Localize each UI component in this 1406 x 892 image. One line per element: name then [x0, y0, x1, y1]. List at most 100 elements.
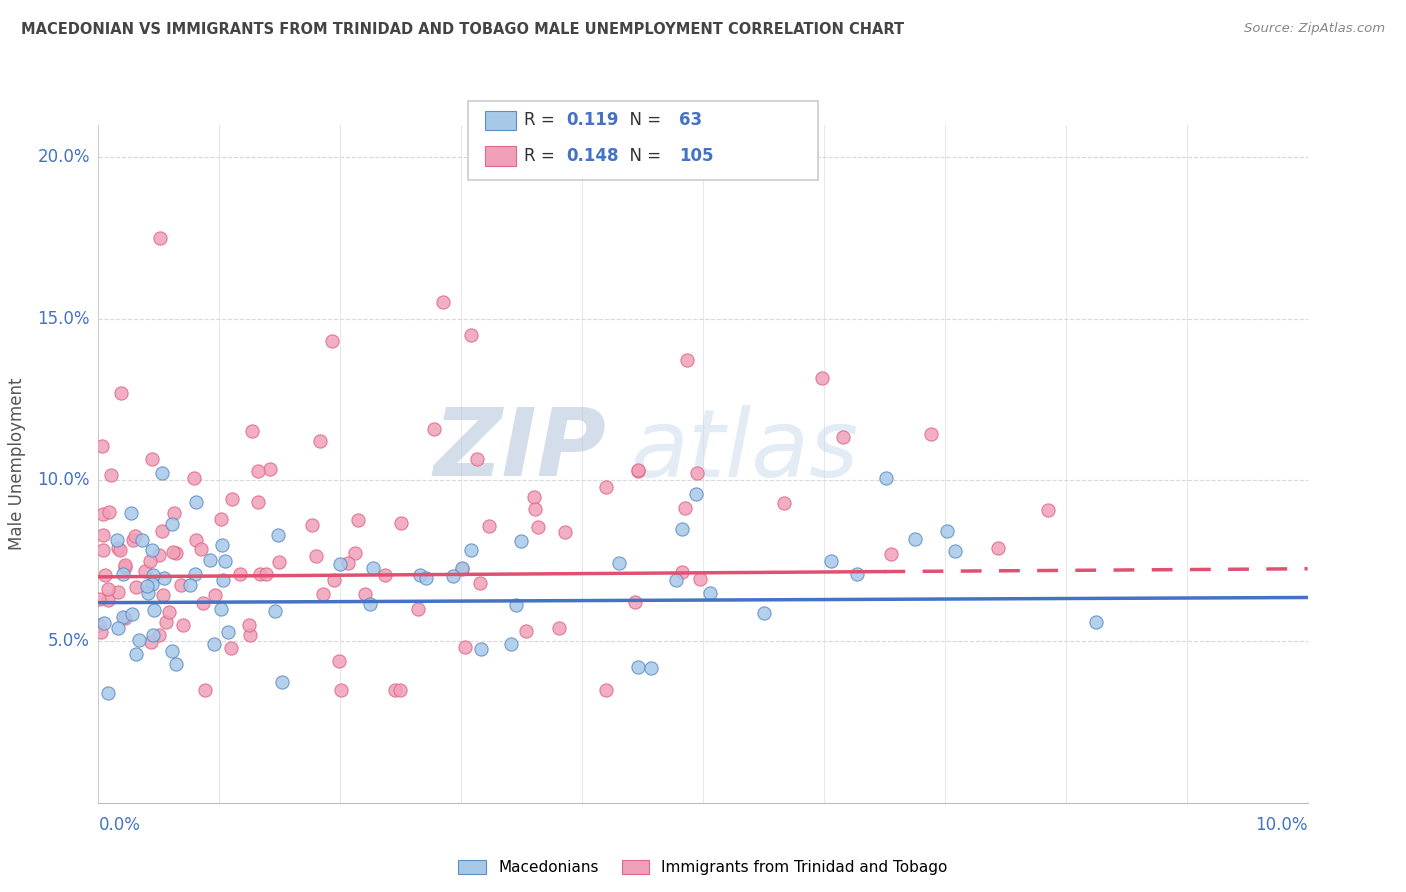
Point — [114, 558, 136, 573]
Point — [478, 519, 501, 533]
Text: R =: R = — [524, 147, 561, 165]
Point — [90, 439, 112, 453]
Point — [149, 231, 172, 245]
Point — [465, 451, 488, 466]
Point — [107, 541, 129, 555]
Point — [190, 542, 212, 557]
Point — [165, 657, 187, 672]
Point — [423, 422, 446, 436]
Point — [554, 524, 576, 539]
Point — [209, 511, 232, 525]
Point — [527, 520, 550, 534]
Point — [120, 506, 142, 520]
Point — [374, 568, 396, 582]
Point — [389, 516, 412, 530]
Point — [460, 327, 482, 342]
Point — [920, 427, 942, 442]
Point — [194, 682, 217, 697]
Text: N =: N = — [619, 147, 666, 165]
Point — [143, 602, 166, 616]
Point — [685, 487, 707, 501]
Point — [270, 675, 292, 690]
Point — [165, 546, 187, 560]
Point — [384, 682, 406, 697]
Point — [607, 557, 630, 571]
Point — [247, 464, 270, 478]
Point — [1085, 615, 1108, 629]
Point — [153, 571, 176, 585]
Point — [361, 561, 384, 575]
Point — [97, 686, 120, 700]
Point — [505, 599, 527, 613]
Point — [124, 529, 146, 543]
Point — [752, 606, 775, 620]
Point — [152, 588, 174, 602]
Point — [97, 593, 120, 607]
Point — [160, 644, 183, 658]
Point — [406, 602, 429, 616]
Point — [432, 295, 454, 310]
Point — [221, 491, 243, 506]
Point — [114, 610, 136, 624]
Point — [110, 386, 132, 401]
Point — [451, 562, 474, 576]
Point — [409, 568, 432, 582]
Point — [347, 513, 370, 527]
Point — [108, 542, 131, 557]
Point — [523, 502, 546, 516]
Text: N =: N = — [619, 112, 666, 129]
Point — [211, 538, 233, 552]
Point — [389, 682, 412, 697]
Point — [676, 353, 699, 368]
Point — [321, 334, 343, 348]
Point — [811, 371, 834, 385]
Point — [329, 558, 352, 572]
Point — [107, 584, 129, 599]
Point — [510, 533, 533, 548]
Point — [131, 533, 153, 547]
Point — [142, 628, 165, 642]
Point — [249, 567, 271, 582]
Text: Source: ZipAtlas.com: Source: ZipAtlas.com — [1244, 22, 1385, 36]
Point — [305, 549, 328, 563]
Point — [107, 621, 129, 635]
Text: 63: 63 — [679, 112, 702, 129]
Point — [238, 618, 260, 632]
Text: R =: R = — [524, 112, 561, 129]
Y-axis label: Male Unemployment: Male Unemployment — [8, 377, 27, 550]
Point — [91, 543, 114, 558]
Point — [329, 682, 352, 697]
Point — [671, 522, 693, 536]
Point — [135, 579, 157, 593]
Point — [97, 505, 120, 519]
Point — [595, 480, 617, 494]
Point — [671, 566, 693, 580]
Point — [259, 462, 281, 476]
Point — [548, 621, 571, 635]
Point — [595, 682, 617, 697]
Point — [162, 545, 184, 559]
Point — [640, 661, 662, 675]
Point — [128, 633, 150, 648]
Point — [112, 610, 135, 624]
Point — [209, 601, 232, 615]
Point — [1038, 503, 1060, 517]
Point — [312, 586, 335, 600]
Point — [191, 596, 214, 610]
Point — [454, 640, 477, 654]
Point — [100, 468, 122, 483]
Point — [184, 567, 207, 582]
Point — [523, 490, 546, 504]
Point — [441, 568, 464, 582]
Point — [322, 573, 344, 587]
Point — [686, 466, 709, 480]
Point — [91, 507, 114, 521]
Point — [148, 548, 170, 562]
Point — [204, 588, 226, 602]
Point — [183, 470, 205, 484]
Point — [114, 560, 136, 574]
Point — [269, 555, 291, 569]
Text: 0.119: 0.119 — [567, 112, 619, 129]
Point — [138, 554, 160, 568]
Point — [945, 543, 967, 558]
